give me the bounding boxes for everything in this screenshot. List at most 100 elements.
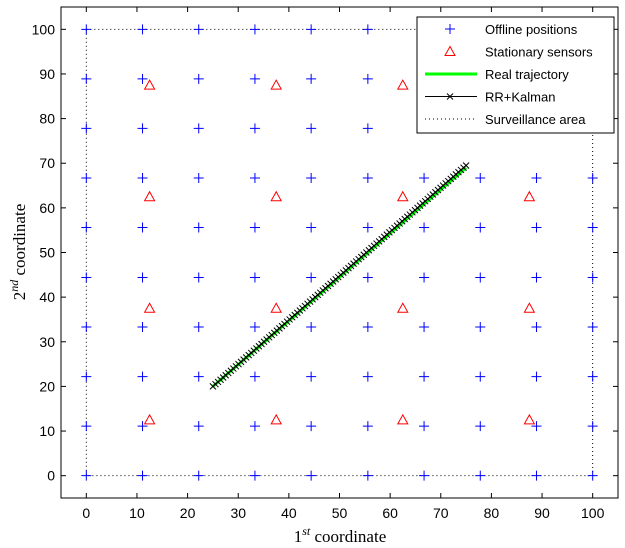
x-tick-label: 50 [332, 505, 348, 521]
offline-position-marker [587, 421, 598, 432]
offline-position-marker [81, 371, 92, 382]
offline-position-marker [81, 470, 92, 481]
y-tick-label: 70 [39, 155, 55, 171]
offline-position-marker [587, 172, 598, 183]
y-tick-label: 60 [39, 200, 55, 216]
offline-position-marker [531, 272, 542, 283]
stationary-sensor-marker [143, 413, 156, 425]
offline-position-marker [193, 172, 204, 183]
x-tick-label: 40 [281, 505, 297, 521]
offline-position-marker [306, 272, 317, 283]
rr-kalman-marker [462, 162, 470, 169]
offline-position-marker [81, 24, 92, 35]
legend-label: Surveillance area [485, 112, 586, 127]
offline-position-marker [475, 421, 486, 432]
y-tick-label: 90 [39, 66, 55, 82]
stationary-sensor-marker [270, 190, 283, 202]
legend-plus-icon [445, 24, 455, 34]
offline-position-marker [193, 371, 204, 382]
offline-position-marker [81, 272, 92, 283]
legend-label: Offline positions [485, 22, 578, 37]
axis-ticks: 0 10 20 30 40 50 60 70 80 90 100 0 10 20 30 40 50 60 70 80 9… [32, 7, 618, 521]
offline-position-marker [137, 24, 148, 35]
stationary-sensor-marker [523, 190, 536, 202]
offline-position-marker [587, 322, 598, 333]
offline-position-marker [193, 272, 204, 283]
y-tick-label: 20 [39, 378, 55, 394]
offline-position-marker [475, 272, 486, 283]
offline-position-marker [249, 470, 260, 481]
x-tick-label: 0 [82, 505, 90, 521]
offline-position-marker [306, 322, 317, 333]
legend-x-icon [446, 93, 454, 100]
offline-position-marker [419, 421, 430, 432]
offline-position-marker [306, 421, 317, 432]
offline-position-marker [419, 470, 430, 481]
offline-position-marker [362, 322, 373, 333]
offline-position-marker [419, 222, 430, 233]
legend-label: Stationary sensors [485, 45, 593, 60]
offline-position-marker [306, 470, 317, 481]
offline-position-marker [137, 470, 148, 481]
offline-position-marker [193, 322, 204, 333]
offline-position-marker [137, 222, 148, 233]
offline-position-marker [193, 222, 204, 233]
offline-position-marker [81, 123, 92, 134]
stationary-sensor-marker [143, 190, 156, 202]
stationary-sensor-marker [396, 302, 409, 313]
offline-position-marker [362, 371, 373, 382]
offline-position-marker [193, 123, 204, 134]
offline-position-marker [137, 172, 148, 183]
stationary-sensor-marker [396, 413, 409, 425]
legend-label: Real trajectory [485, 67, 569, 82]
offline-position-marker [531, 172, 542, 183]
offline-position-marker [249, 421, 260, 432]
offline-position-marker [249, 272, 260, 283]
stationary-sensor-marker [270, 79, 283, 90]
offline-position-marker [475, 470, 486, 481]
offline-position-marker [137, 322, 148, 333]
legend: Offline positions Stationary sensors Real … [416, 16, 615, 134]
offline-position-marker [81, 421, 92, 432]
offline-position-marker [306, 24, 317, 35]
y-tick-label: 80 [39, 111, 55, 127]
offline-position-marker [249, 222, 260, 233]
y-tick-label: 40 [39, 289, 55, 305]
offline-position-marker [81, 322, 92, 333]
offline-position-marker [249, 24, 260, 35]
offline-position-marker [587, 222, 598, 233]
legend-triangle-icon [444, 45, 456, 56]
offline-position-marker [249, 322, 260, 333]
offline-position-marker [362, 73, 373, 84]
offline-position-marker [306, 371, 317, 382]
stationary-sensor-marker [523, 302, 536, 313]
offline-position-marker [193, 470, 204, 481]
y-tick-label: 0 [47, 468, 55, 484]
x-tick-label: 100 [581, 505, 605, 521]
offline-position-marker [137, 371, 148, 382]
stationary-sensor-marker [270, 413, 283, 425]
offline-position-marker [306, 123, 317, 134]
stationary-sensor-marker [523, 413, 536, 425]
offline-position-marker [419, 272, 430, 283]
y-tick-label: 10 [39, 423, 55, 439]
offline-position-marker [306, 172, 317, 183]
offline-position-marker [531, 322, 542, 333]
offline-position-marker [419, 172, 430, 183]
offline-position-marker [531, 421, 542, 432]
offline-position-marker [531, 470, 542, 481]
offline-position-marker [362, 421, 373, 432]
x-tick-label: 60 [382, 505, 398, 521]
offline-position-marker [587, 272, 598, 283]
offline-position-marker [249, 172, 260, 183]
offline-position-marker [475, 322, 486, 333]
offline-position-marker [193, 421, 204, 432]
x-tick-label: 20 [180, 505, 196, 521]
offline-position-marker [419, 322, 430, 333]
offline-position-marker [249, 73, 260, 84]
offline-position-marker [137, 421, 148, 432]
offline-position-marker [81, 172, 92, 183]
stationary-sensor-marker [143, 79, 156, 90]
y-axis-title: 2nd coordinate [7, 204, 29, 301]
